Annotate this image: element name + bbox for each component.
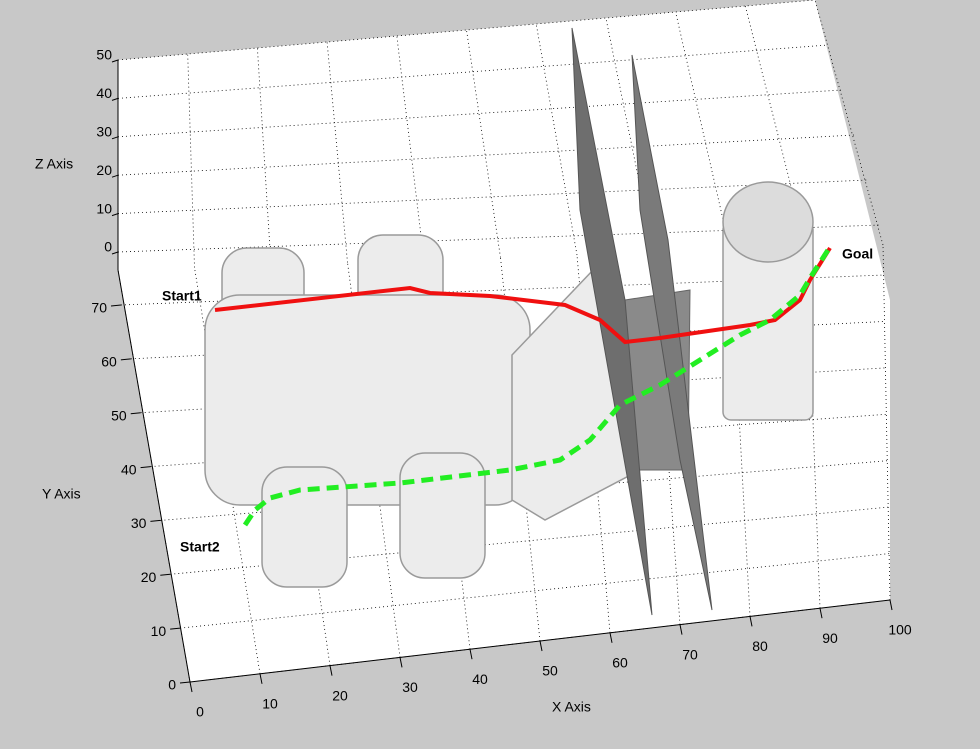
obstacle <box>400 453 485 578</box>
y-tick <box>141 467 151 468</box>
x-tick <box>610 633 612 643</box>
x-tick <box>890 600 892 610</box>
x-tick <box>260 674 262 684</box>
y-tick-label: 50 <box>111 407 127 423</box>
y-tick-label: 30 <box>131 515 147 531</box>
x-axis-label: X Axis <box>552 699 591 715</box>
z-tick <box>112 214 118 216</box>
x-tick-label: 80 <box>752 638 768 654</box>
x-tick-label: 30 <box>402 679 418 695</box>
z-tick <box>112 175 118 177</box>
z-tick-label: 30 <box>96 124 112 140</box>
y-tick <box>131 413 141 414</box>
obstacle <box>723 182 813 262</box>
x-tick <box>400 657 402 667</box>
y-tick <box>150 520 160 521</box>
z-tick <box>112 137 118 139</box>
x-tick <box>820 608 822 618</box>
z-tick <box>112 60 118 62</box>
y-axis-label: Y Axis <box>42 486 81 502</box>
figure: Start1 Start2 Goal Z Axis Y Axis X Axis … <box>0 0 980 749</box>
x-tick-label: 70 <box>682 646 698 662</box>
y-tick-label: 40 <box>121 461 137 477</box>
z-tick-label: 40 <box>96 85 112 101</box>
y-tick <box>170 628 180 629</box>
start2-label: Start2 <box>180 539 220 555</box>
x-tick <box>470 649 472 659</box>
y-tick <box>180 682 190 683</box>
x-tick-label: 60 <box>612 655 628 671</box>
x-tick-label: 20 <box>332 687 348 703</box>
z-axis-label: Z Axis <box>35 156 73 172</box>
x-tick-label: 90 <box>822 630 838 646</box>
start1-label: Start1 <box>162 288 202 304</box>
y-tick <box>160 574 170 575</box>
goal-label: Goal <box>842 246 873 262</box>
y-tick <box>121 359 131 360</box>
x-tick <box>540 641 542 651</box>
x-tick-label: 10 <box>262 696 278 712</box>
z-tick-label: 20 <box>96 162 112 178</box>
z-tick-label: 50 <box>96 47 112 63</box>
y-tick-label: 0 <box>168 677 176 693</box>
z-tick <box>112 98 118 100</box>
z-tick-label: 0 <box>104 239 112 255</box>
y-tick-label: 10 <box>151 623 167 639</box>
x-tick <box>330 666 332 676</box>
y-tick-label: 70 <box>91 300 107 316</box>
x-tick-label: 50 <box>542 663 558 679</box>
y-tick <box>111 305 121 306</box>
x-tick-label: 0 <box>196 704 204 720</box>
x-tick <box>750 616 752 626</box>
x-tick <box>190 682 192 692</box>
x-tick-label: 100 <box>888 622 912 638</box>
obstacle <box>262 467 347 587</box>
y-tick-label: 60 <box>101 354 117 370</box>
y-tick-label: 20 <box>141 569 157 585</box>
x-tick <box>680 625 682 635</box>
x-tick-label: 40 <box>472 671 488 687</box>
z-tick-label: 10 <box>96 200 112 216</box>
z-tick <box>112 252 118 254</box>
